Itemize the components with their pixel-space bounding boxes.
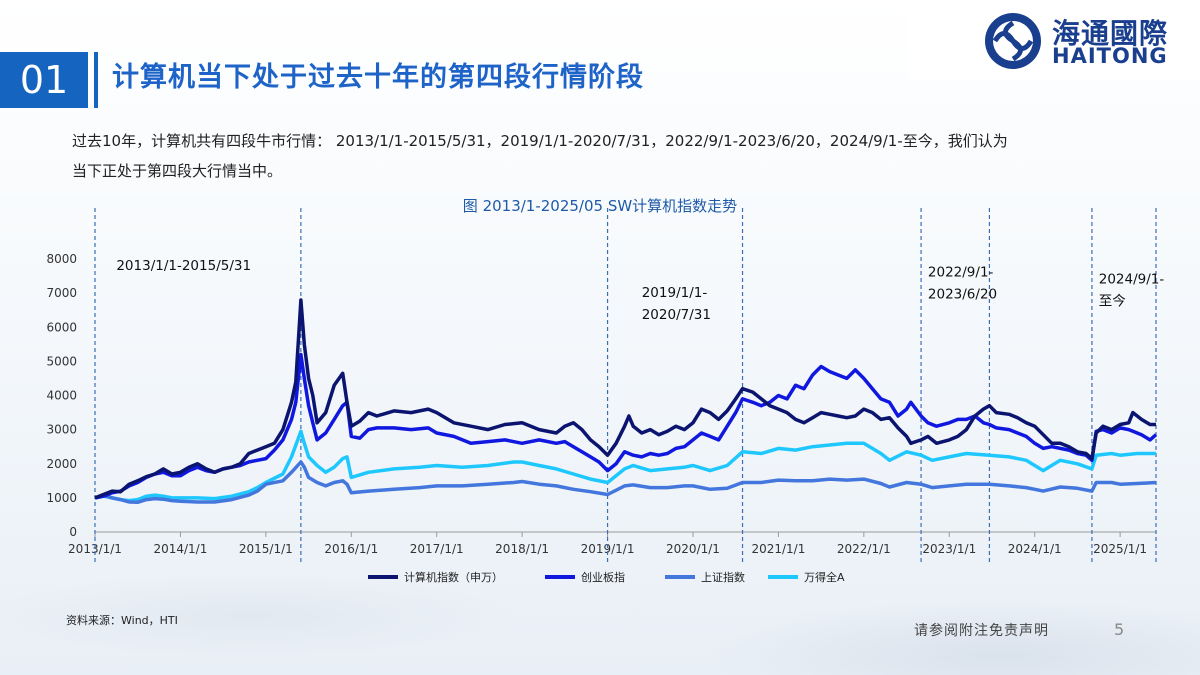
intro-line-2: 当下正处于第四段大行情当中。 xyxy=(72,162,283,180)
section-number: 01 xyxy=(0,52,88,108)
legend-label: 万得全A xyxy=(804,570,845,584)
x-tick-label: 2024/1/1 xyxy=(1008,542,1062,556)
y-tick-label: 7000 xyxy=(46,286,77,300)
logo-english-text: HAITONG xyxy=(1052,44,1168,68)
x-tick-label: 2015/1/1 xyxy=(239,542,293,556)
x-tick-label: 2018/1/1 xyxy=(495,542,549,556)
y-tick-label: 4000 xyxy=(46,389,77,403)
y-tick-label: 0 xyxy=(69,525,77,539)
intro-line-1: 过去10年，计算机共有四段牛市行情： 2013/1/1-2015/5/31，20… xyxy=(72,132,1008,150)
x-tick-label: 2021/1/1 xyxy=(751,542,805,556)
logo-chinese-text: 海通國際 xyxy=(1052,17,1169,50)
x-tick-label: 2013/1/1 xyxy=(68,542,122,556)
y-tick-label: 2000 xyxy=(46,457,77,471)
y-tick-label: 8000 xyxy=(46,252,77,266)
period-annotation: 2020/7/31 xyxy=(642,307,711,323)
period-annotation: 2013/1/1-2015/5/31 xyxy=(116,258,251,274)
x-tick-label: 2022/1/1 xyxy=(837,542,891,556)
x-tick-label: 2020/1/1 xyxy=(666,542,720,556)
logo-panel xyxy=(908,0,1200,80)
x-tick-label: 2017/1/1 xyxy=(410,542,464,556)
x-tick-label: 2023/1/1 xyxy=(922,542,976,556)
legend-label: 上证指数 xyxy=(701,570,745,584)
page-number: 5 xyxy=(1114,620,1125,639)
section-divider xyxy=(94,52,98,108)
source-note: 资料来源：Wind，HTI xyxy=(66,614,178,627)
legend-label: 计算机指数（申万） xyxy=(404,570,503,584)
series-line xyxy=(94,352,1158,500)
series-line xyxy=(94,429,1156,503)
period-annotation: 2023/6/20 xyxy=(928,287,997,303)
chart-title: 图 2013/1-2025/05 SW计算机指数走势 xyxy=(462,197,738,215)
x-tick-label: 2014/1/1 xyxy=(153,542,207,556)
period-annotation: 2022/9/1- xyxy=(928,265,994,281)
intro-paragraph: 过去10年，计算机共有四段牛市行情： 2013/1/1-2015/5/31，20… xyxy=(72,126,1152,186)
y-tick-label: 1000 xyxy=(46,491,77,505)
disclaimer-text: 请参阅附注免责声明 xyxy=(914,623,1049,639)
series-line xyxy=(94,460,1157,505)
period-annotation: 2024/9/1- xyxy=(1099,271,1165,287)
haitong-logo-icon xyxy=(985,13,1041,69)
legend-label: 创业板指 xyxy=(581,570,625,584)
y-tick-label: 6000 xyxy=(46,320,77,334)
x-tick-label: 2025/1/1 xyxy=(1093,542,1147,556)
x-tick-label: 2016/1/1 xyxy=(324,542,378,556)
series-line xyxy=(94,298,1156,500)
y-tick-label: 5000 xyxy=(46,354,77,368)
background-mist xyxy=(0,355,1200,675)
period-annotation: 至今 xyxy=(1099,293,1127,309)
period-annotation: 2019/1/1- xyxy=(642,285,708,301)
y-tick-label: 3000 xyxy=(46,423,77,437)
x-tick-label: 2019/1/1 xyxy=(581,542,635,556)
page-title: 计算机当下处于过去十年的第四段行情阶段 xyxy=(112,62,644,93)
